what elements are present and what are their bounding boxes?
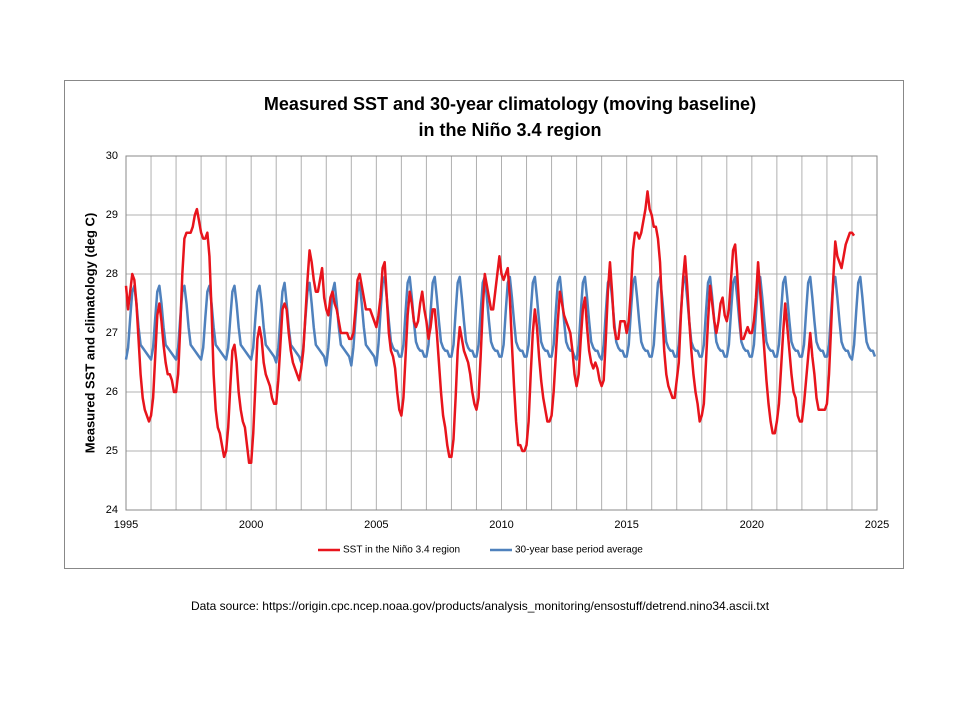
x-tick-label: 2010 — [489, 519, 513, 531]
x-tick-label: 2000 — [239, 519, 263, 531]
x-tick-label: 2020 — [740, 519, 764, 531]
x-tick-label: 2025 — [865, 519, 889, 531]
x-tick-label: 2015 — [614, 519, 638, 531]
y-tick-label: 24 — [106, 504, 118, 516]
y-tick-label: 29 — [106, 209, 118, 221]
y-tick-label: 30 — [106, 150, 118, 162]
y-axis-label: Measured SST and climatology (deg C) — [82, 213, 97, 454]
source-note: Data source: https://origin.cpc.ncep.noa… — [191, 599, 770, 613]
series-line — [124, 275, 877, 367]
y-tick-label: 25 — [106, 445, 118, 457]
chart-frame — [64, 80, 904, 569]
chart-title: Measured SST and 30-year climatology (mo… — [264, 94, 756, 114]
series-line — [124, 190, 856, 465]
x-tick-label: 1995 — [114, 519, 138, 531]
chart-title: in the Niño 3.4 region — [418, 120, 601, 140]
legend-label: 30-year base period average — [515, 545, 643, 556]
plot-border — [125, 155, 878, 511]
x-tick-label: 2005 — [364, 519, 388, 531]
y-tick-label: 28 — [106, 268, 118, 280]
y-tick-label: 27 — [106, 327, 118, 339]
y-tick-label: 26 — [106, 386, 118, 398]
legend-label: SST in the Niño 3.4 region — [343, 545, 460, 556]
plot-area: 24 25 26 27 28 29 30 1995 2000 2005 2010 2015 2020 20… — [106, 150, 889, 556]
